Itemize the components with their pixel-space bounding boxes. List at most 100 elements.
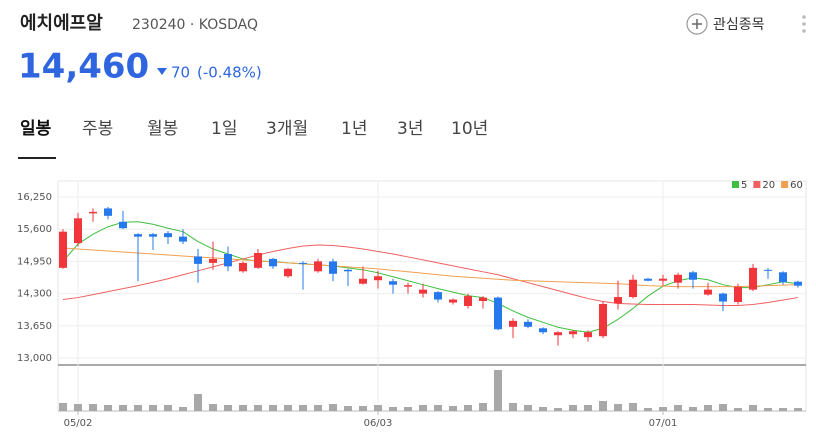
candle-body: [749, 267, 757, 290]
volume-bar: [269, 405, 277, 411]
candle-body: [209, 258, 217, 263]
plus-icon: [692, 19, 702, 29]
volume-bar: [239, 405, 247, 411]
candle-body: [764, 269, 772, 271]
legend-label: 20: [762, 180, 775, 191]
candle-body: [779, 272, 787, 283]
x-tick-label: 06/03: [364, 418, 393, 429]
volume-bar: [344, 406, 352, 411]
candle-body: [134, 234, 142, 237]
candle-body: [269, 258, 277, 267]
legend-label: 60: [790, 180, 803, 191]
candle-body: [419, 289, 427, 294]
candle-body: [389, 281, 397, 285]
volume-bar: [509, 403, 517, 411]
legend-label: 5: [741, 180, 747, 191]
volume-bar: [299, 405, 307, 411]
candle-body: [359, 278, 367, 284]
candle-body: [569, 331, 577, 335]
candle-body: [509, 320, 517, 327]
candle-body: [329, 261, 337, 274]
volume-bar: [89, 404, 97, 411]
tab[interactable]: 1일: [211, 119, 237, 139]
candle-body: [299, 262, 307, 264]
volume-bar: [719, 404, 727, 411]
volume-bar: [599, 401, 607, 411]
more-menu[interactable]: [802, 15, 806, 33]
volume-bar: [149, 405, 157, 411]
candle-body: [239, 262, 247, 272]
tab-underline: [18, 157, 56, 159]
volume-bar: [284, 405, 292, 411]
volume-bar: [434, 405, 442, 411]
change-pct: (-0.48%): [197, 64, 262, 82]
volume-bar: [134, 405, 142, 411]
ma-line: [62, 247, 799, 288]
change: 70: [171, 64, 190, 82]
volume-bar: [794, 408, 802, 411]
candle-body: [734, 286, 742, 303]
volume-bar: [359, 406, 367, 411]
watch-button[interactable]: 관심종목: [686, 13, 765, 35]
candle-body: [254, 252, 262, 268]
ma-line: [62, 244, 799, 306]
candle-body: [374, 276, 382, 281]
candle-body: [704, 289, 712, 295]
volume-bar: [524, 405, 532, 411]
candle-body: [284, 268, 292, 277]
volume-bar: [209, 404, 217, 411]
candle-body: [719, 293, 727, 302]
candle-body: [164, 233, 172, 238]
y-tick-label: 15,600: [17, 224, 52, 235]
volume-bar: [644, 408, 652, 411]
volume-bar: [164, 405, 172, 411]
tab[interactable]: 주봉: [82, 119, 113, 139]
stock-code: 230240 · KOSDAQ: [132, 17, 258, 33]
candle-body: [74, 218, 82, 244]
legend-swatch: [732, 181, 739, 188]
candle-body: [194, 256, 202, 264]
candle-body: [149, 234, 157, 237]
candle-body: [449, 299, 457, 303]
candle-body: [794, 281, 802, 286]
volume-bar: [374, 405, 382, 411]
x-tick-label: 05/02: [64, 418, 93, 429]
volume-bar: [254, 405, 262, 411]
tab[interactable]: 10년: [451, 119, 488, 139]
candle-body: [404, 285, 412, 287]
volume-bar: [584, 405, 592, 411]
candle-body: [89, 211, 97, 214]
tab[interactable]: 3개월: [266, 119, 308, 139]
volume-bar: [464, 405, 472, 411]
price: 14,460: [18, 47, 149, 87]
volume-bar: [479, 403, 487, 411]
y-tick-label: 16,250: [17, 192, 52, 203]
legend-swatch: [781, 181, 789, 188]
y-tick-label: 13,650: [17, 321, 52, 332]
tab[interactable]: 1년: [341, 119, 367, 139]
candle-body: [584, 332, 592, 338]
volume-bar: [314, 405, 322, 411]
candle-body: [629, 279, 637, 298]
volume-bar: [569, 405, 577, 411]
volume-bar: [704, 405, 712, 411]
tab[interactable]: 일봉: [20, 119, 52, 139]
volume-bar: [554, 408, 562, 411]
tab[interactable]: 월봉: [147, 119, 178, 139]
candle-body: [494, 297, 502, 330]
volume-bar: [539, 407, 547, 411]
candle-body: [539, 328, 547, 333]
volume-bar: [404, 407, 412, 411]
volume-bar: [614, 404, 622, 411]
volume-bar: [779, 408, 787, 411]
tab[interactable]: 3년: [397, 119, 423, 139]
volume-bar: [659, 407, 667, 411]
volume-bar: [194, 394, 202, 411]
candle-body: [479, 297, 487, 302]
candle-body: [104, 208, 112, 216]
candle-body: [674, 274, 682, 283]
candle-body: [314, 261, 322, 272]
volume-bar: [674, 405, 682, 411]
